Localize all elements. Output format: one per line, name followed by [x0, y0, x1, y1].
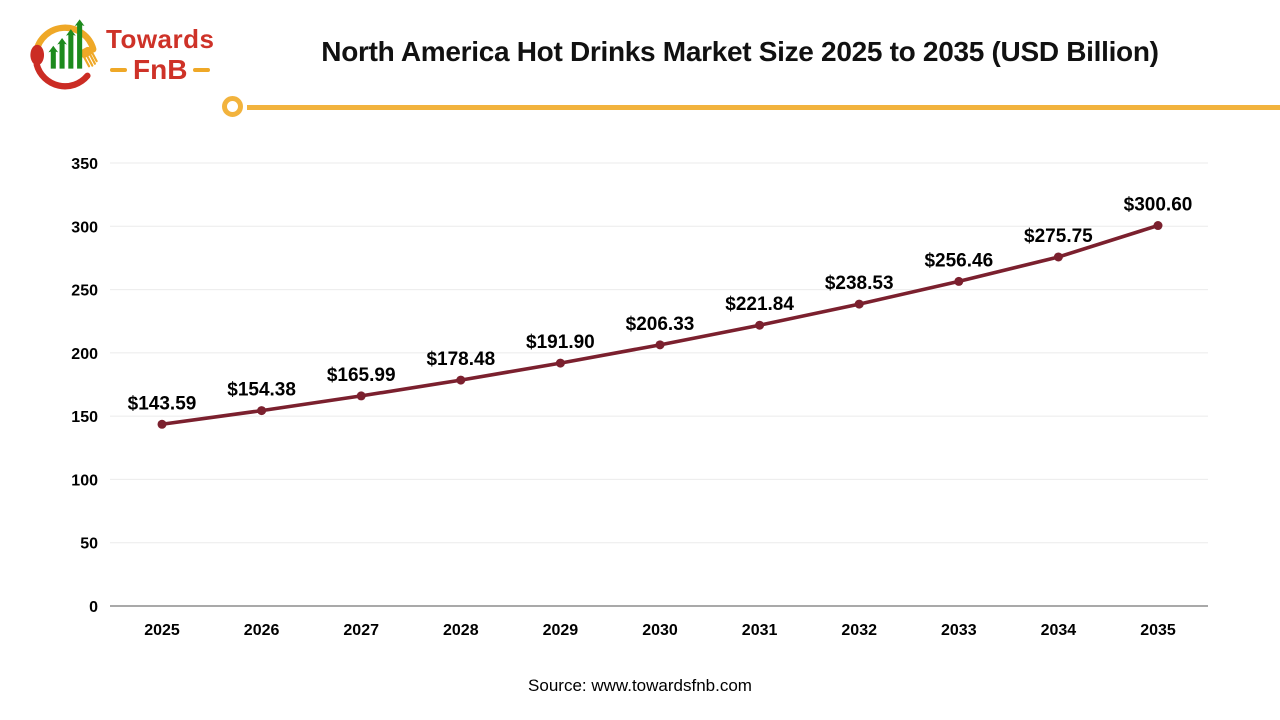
data-point: [854, 299, 864, 309]
data-label: $206.33: [626, 314, 695, 335]
x-tick-label: 2031: [742, 622, 778, 639]
y-tick-label: 200: [71, 346, 98, 363]
x-tick-label: 2028: [443, 622, 479, 639]
x-tick-label: 2027: [343, 622, 379, 639]
underline-circle-icon: [222, 96, 243, 117]
data-label: $143.59: [128, 393, 197, 414]
y-tick-label: 100: [71, 472, 98, 489]
data-point: [1053, 252, 1063, 262]
data-label: $178.48: [426, 349, 495, 370]
y-tick-label: 250: [71, 283, 98, 300]
x-tick-label: 2026: [244, 622, 280, 639]
spoon-icon: [30, 44, 45, 66]
data-label: $221.84: [725, 294, 794, 315]
x-tick-label: 2032: [841, 622, 877, 639]
y-tick-label: 150: [71, 409, 98, 426]
x-tick-label: 2029: [543, 622, 579, 639]
data-point: [157, 419, 167, 429]
data-point: [655, 340, 665, 350]
x-tick-label: 2034: [1041, 622, 1077, 639]
x-tick-label: 2030: [642, 622, 678, 639]
data-label: $275.75: [1024, 226, 1093, 247]
y-tick-label: 0: [89, 599, 98, 616]
data-point: [1153, 221, 1163, 231]
y-tick-label: 350: [71, 156, 98, 173]
growth-bars-icon: [48, 19, 85, 69]
logo-name-fnb: FnB: [133, 54, 188, 85]
logo-name-towards: Towards: [106, 24, 215, 54]
data-label: $300.60: [1124, 195, 1193, 216]
x-tick-label: 2033: [941, 622, 977, 639]
data-label: $238.53: [825, 273, 894, 294]
x-tick-label: 2025: [144, 622, 180, 639]
title-underline: [247, 105, 1280, 110]
logo-badge-icon: [30, 19, 98, 90]
logo-text: Towards FnB: [106, 26, 214, 84]
data-label: $154.38: [227, 380, 296, 401]
data-point: [755, 320, 765, 330]
data-label: $191.90: [526, 332, 595, 353]
page-title: North America Hot Drinks Market Size 202…: [321, 36, 1159, 67]
towardsfnb-logo: Towards FnB: [26, 16, 214, 94]
data-point: [954, 276, 964, 286]
data-point: [257, 406, 267, 416]
logo-dash-right: [193, 68, 211, 72]
logo-dash-left: [110, 68, 128, 72]
x-tick-label: 2035: [1140, 622, 1176, 639]
data-point: [456, 375, 466, 385]
data-label: $256.46: [924, 250, 993, 271]
y-tick-label: 300: [71, 219, 98, 236]
data-point: [555, 358, 565, 368]
data-label: $165.99: [327, 365, 396, 386]
source-text: Source: www.towardsfnb.com: [528, 676, 752, 695]
y-tick-label: 50: [80, 536, 98, 553]
data-point: [356, 391, 366, 401]
